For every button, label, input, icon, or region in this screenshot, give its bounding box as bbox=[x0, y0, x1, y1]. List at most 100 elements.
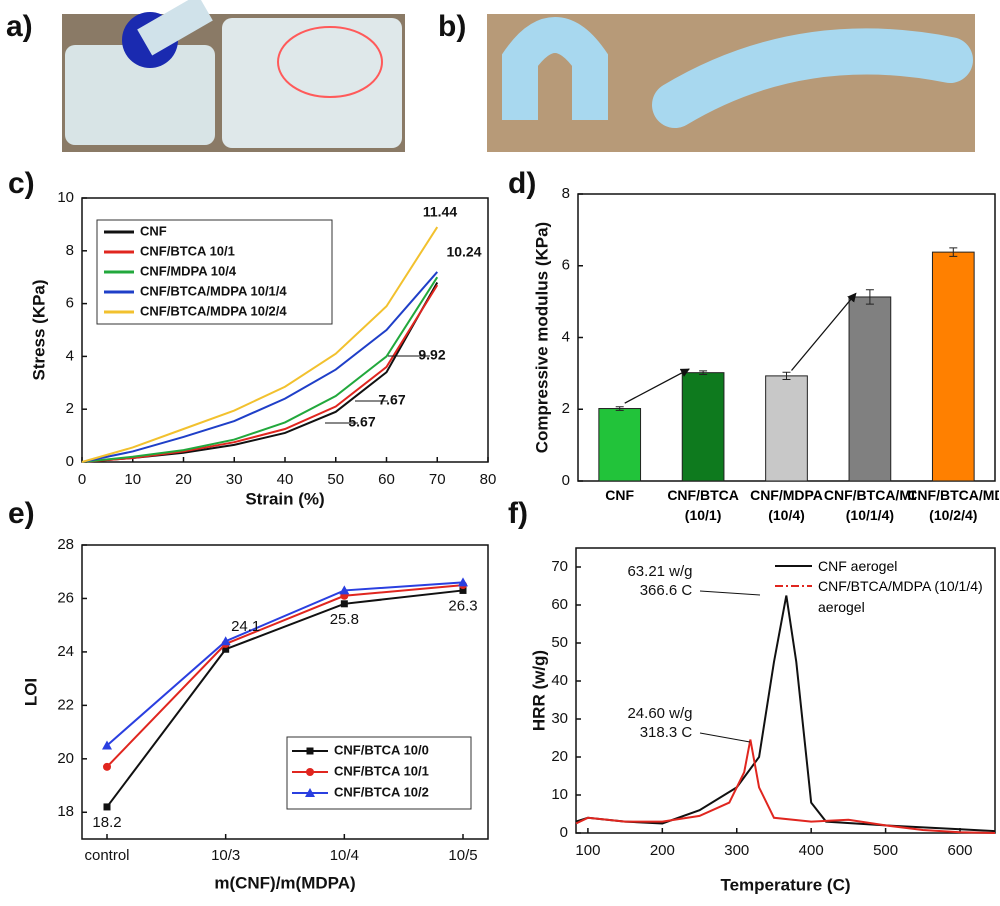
x-tick-label: 30 bbox=[226, 471, 243, 488]
x-tick-label: CNF bbox=[605, 487, 635, 503]
y-tick-label: 60 bbox=[551, 596, 568, 613]
x-tick-label: 600 bbox=[948, 842, 973, 859]
marker bbox=[459, 586, 467, 594]
data-label: 18.2 bbox=[92, 814, 121, 831]
panel-label: e) bbox=[8, 497, 35, 530]
marker bbox=[103, 803, 111, 811]
marker bbox=[220, 636, 231, 646]
x-tick-label: 100 bbox=[575, 842, 600, 859]
legend-text: CNF aerogel bbox=[818, 558, 898, 574]
y-tick-label: 28 bbox=[57, 536, 74, 553]
error-bar bbox=[615, 406, 624, 411]
category-label: CNF bbox=[605, 487, 635, 503]
photo-b bbox=[487, 14, 975, 152]
legend-label: CNF aerogel bbox=[818, 558, 898, 574]
x-tick-label: 40 bbox=[277, 471, 294, 488]
series-line bbox=[106, 584, 464, 768]
y-tick-label: 50 bbox=[551, 634, 568, 651]
y-tick-label: 26 bbox=[57, 589, 74, 606]
y-tick-label: 10 bbox=[551, 786, 568, 803]
annotation: 24.60 w/g bbox=[627, 705, 692, 722]
x-axis-label: m(CNF)/m(MDPA) bbox=[214, 873, 355, 892]
marker bbox=[340, 600, 348, 608]
bar bbox=[765, 375, 808, 482]
x-tick-label: 60 bbox=[378, 471, 395, 488]
x-tick-label: 50 bbox=[327, 471, 344, 488]
panel-label: d) bbox=[508, 167, 536, 200]
y-tick-label: 8 bbox=[562, 185, 570, 202]
x-tick-label: 400 bbox=[799, 842, 824, 859]
marker bbox=[102, 740, 112, 750]
panel-label: b) bbox=[438, 10, 466, 43]
error-bar bbox=[949, 247, 958, 257]
x-tick-label: 300 bbox=[724, 842, 749, 859]
legend-label: CNF/BTCA 10/1 bbox=[140, 243, 235, 258]
x-tick-label: CNF/MDPA (10/4) bbox=[750, 487, 823, 523]
annotation: 9.92 bbox=[418, 347, 445, 363]
leader bbox=[699, 590, 761, 596]
legend-label: CNF/BTCA 10/1 bbox=[334, 763, 429, 778]
annotation: 5.67 bbox=[348, 414, 375, 430]
annotation: 7.67 bbox=[378, 392, 405, 408]
series-line bbox=[106, 589, 464, 808]
category-label: CNF/BTCA/MDPA (10/2/4) bbox=[907, 487, 999, 523]
y-tick-label: 18 bbox=[57, 803, 74, 820]
marker bbox=[458, 577, 468, 587]
y-axis-label: LOI bbox=[21, 678, 40, 706]
y-tick-label: 20 bbox=[57, 750, 74, 767]
bar bbox=[681, 372, 725, 482]
x-tick-label: 10/3 bbox=[211, 847, 240, 864]
y-tick-label: 70 bbox=[551, 558, 568, 575]
arrow bbox=[791, 292, 857, 371]
x-tick-label: 20 bbox=[175, 471, 192, 488]
y-tick-label: 20 bbox=[551, 748, 568, 765]
arrow bbox=[624, 368, 690, 404]
y-tick-label: 22 bbox=[57, 696, 74, 713]
y-tick-label: 6 bbox=[562, 257, 570, 274]
plot-frame bbox=[575, 547, 996, 834]
x-tick-label: CNF/BTCA/MDPA (10/1/4) bbox=[823, 487, 916, 523]
bar bbox=[848, 296, 892, 482]
error-bar bbox=[865, 289, 874, 305]
y-tick-label: 6 bbox=[66, 295, 74, 312]
series-line bbox=[81, 226, 439, 463]
data-label: 24.1 bbox=[231, 618, 260, 635]
y-tick-label: 10 bbox=[57, 189, 74, 206]
legend-label: CNF/BTCA/MDPA 10/2/4 bbox=[140, 303, 287, 318]
x-tick-label: 80 bbox=[480, 471, 497, 488]
panel-label: c) bbox=[8, 167, 35, 200]
x-axis-label: Temperature (C) bbox=[720, 875, 850, 894]
x-tick-label: CNF/BTCA (10/1) bbox=[667, 487, 739, 523]
y-tick-label: 4 bbox=[66, 347, 74, 364]
x-tick-label: CNF/BTCA/MDPA (10/2/4) bbox=[907, 487, 999, 523]
y-tick-label: 24 bbox=[57, 643, 74, 660]
x-tick-label: 10 bbox=[124, 471, 141, 488]
legend-marker bbox=[306, 768, 314, 776]
y-tick-label: 2 bbox=[562, 400, 570, 417]
series-line bbox=[81, 276, 439, 463]
y-tick-label: 4 bbox=[562, 328, 570, 345]
series-line bbox=[81, 284, 439, 463]
leader bbox=[699, 732, 751, 743]
x-axis-label: Strain (%) bbox=[245, 489, 324, 508]
legend-label: CNF/BTCA 10/0 bbox=[334, 742, 429, 757]
legend-box bbox=[96, 219, 333, 325]
annotation: 366.6 C bbox=[640, 582, 693, 599]
y-axis-label: HRR (w/g) bbox=[529, 650, 548, 731]
x-tick-label: 70 bbox=[429, 471, 446, 488]
x-tick-label: 10/5 bbox=[448, 847, 477, 864]
marker bbox=[339, 585, 350, 595]
plot-frame bbox=[81, 544, 489, 840]
legend-label: CNF/MDPA 10/4 bbox=[140, 263, 237, 278]
series-line bbox=[81, 271, 439, 463]
bar bbox=[931, 251, 975, 482]
legend-label: CNF/BTCA/MDPA 10/1/4 bbox=[140, 283, 287, 298]
photo-a bbox=[62, 0, 405, 152]
series-line bbox=[106, 581, 464, 747]
annotation: 318.3 C bbox=[640, 724, 693, 741]
category-label: CNF/BTCA/MDPA (10/1/4) bbox=[823, 487, 916, 523]
x-tick-label: 10/4 bbox=[330, 847, 359, 864]
panel-label: a) bbox=[6, 10, 33, 43]
annotation: 10.24 bbox=[446, 244, 481, 260]
